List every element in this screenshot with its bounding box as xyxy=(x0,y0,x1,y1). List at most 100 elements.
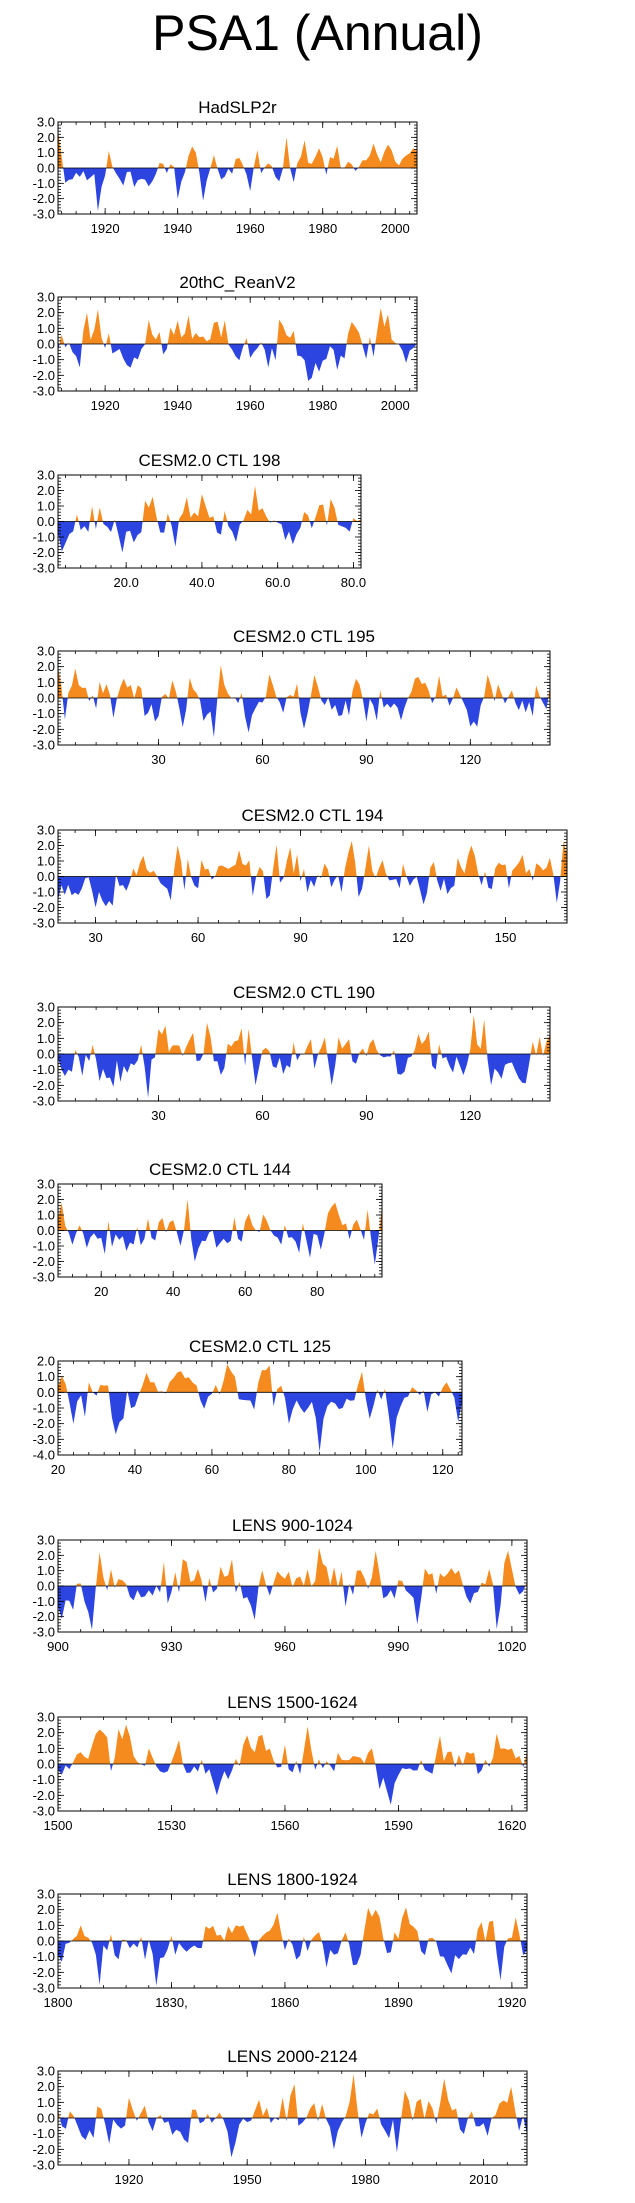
y-tick-label: 3.0 xyxy=(37,1887,55,1902)
y-tick-label: -2.0 xyxy=(33,191,55,206)
chart-panel-4: CESM2.0 CTL 195 3.02.01.00.0-1.0-2.0-3.0 3… xyxy=(33,627,551,767)
negative-anomaly-area xyxy=(58,521,353,553)
chart-panel-6: CESM2.0 CTL 190 3.02.01.00.0-1.0-2.0-3.0 3… xyxy=(33,983,551,1123)
y-tick-label: 3.0 xyxy=(37,1177,55,1192)
x-tick-label: 1620 xyxy=(497,1818,526,1833)
x-tick-label: 60 xyxy=(255,752,269,767)
y-tick-label: 0.0 xyxy=(37,1047,55,1062)
x-tick-label: 30 xyxy=(151,752,165,767)
y-tick-label: -1.0 xyxy=(33,885,55,900)
y-tick-label: -3.0 xyxy=(33,1432,55,1447)
y-tick-label: -1.0 xyxy=(33,1062,55,1077)
x-tick-label: 1950 xyxy=(233,2172,262,2187)
x-tick-label: 120 xyxy=(459,1108,481,1123)
x-tick-label: 30 xyxy=(151,1108,165,1123)
y-tick-label: 1.0 xyxy=(37,1031,55,1046)
y-tick-label: 1.0 xyxy=(37,1741,55,1756)
panel-title: CESM2.0 CTL 125 xyxy=(189,1337,331,1356)
y-tick-label: 2.0 xyxy=(37,659,55,674)
x-tick-label: 60 xyxy=(191,930,205,945)
negative-anomaly-area xyxy=(58,1054,544,1098)
positive-anomaly-area xyxy=(59,308,417,344)
panel-title: LENS 1500-1624 xyxy=(227,1693,357,1712)
y-tick-label: -2.0 xyxy=(33,722,55,737)
y-tick-label: -3.0 xyxy=(33,738,55,753)
chart-panel-5: CESM2.0 CTL 194 3.02.01.00.0-1.0-2.0-3.0 3… xyxy=(33,806,568,945)
x-tick-label: 80 xyxy=(282,1462,296,1477)
y-tick-label: 0.0 xyxy=(37,869,55,884)
chart-panel-11: LENS 1800-19243.02.01.00.0-1.0-2.0-3.018… xyxy=(33,1870,528,2010)
x-tick-label: 60 xyxy=(255,1108,269,1123)
x-tick-label: 1830, xyxy=(155,1995,188,2010)
y-tick-label: 2.0 xyxy=(37,130,55,145)
x-tick-label: 120 xyxy=(392,930,414,945)
x-tick-label: 90 xyxy=(293,930,307,945)
y-tick-label: 0.0 xyxy=(37,514,55,529)
x-tick-label: 1020 xyxy=(497,1639,526,1654)
y-tick-label: 1.0 xyxy=(37,499,55,514)
y-tick-label: -2.0 xyxy=(33,545,55,560)
y-tick-label: 1.0 xyxy=(37,2095,55,2110)
panel-title: LENS 1800-1924 xyxy=(227,1870,357,1889)
negative-anomaly-area xyxy=(58,1764,524,1805)
x-tick-label: 40 xyxy=(166,1284,180,1299)
x-tick-label: 1960 xyxy=(236,398,265,413)
y-tick-label: -2.0 xyxy=(33,1078,55,1093)
x-tick-label: 30 xyxy=(88,930,102,945)
y-tick-label: 1.0 xyxy=(37,1563,55,1578)
x-tick-label: 60.0 xyxy=(265,575,290,590)
y-tick-label: 2.0 xyxy=(37,838,55,853)
y-tick-label: -1.0 xyxy=(33,1594,55,1609)
y-tick-label: -3.0 xyxy=(33,561,55,576)
x-tick-label: 20 xyxy=(94,1284,108,1299)
panel-title: 20thC_ReanV2 xyxy=(179,273,295,292)
x-tick-label: 930 xyxy=(161,1639,183,1654)
positive-anomaly-area xyxy=(58,1199,382,1231)
chart-panel-1: HadSLP2r 3.02.01.00.0-1.0-2.0-3.0 1920 1940… xyxy=(33,98,418,236)
y-tick-label: -1.0 xyxy=(33,1772,55,1787)
x-tick-label: 1920 xyxy=(114,2172,143,2187)
x-tick-label: 150 xyxy=(495,930,517,945)
y-tick-label: -3.0 xyxy=(33,1270,55,1285)
x-tick-label: 1500 xyxy=(44,1818,73,1833)
y-tick-label: 1.0 xyxy=(37,145,55,160)
y-tick-label: -3.0 xyxy=(33,1094,55,1109)
x-tick-label: 20 xyxy=(51,1462,65,1477)
x-tick-label: 80.0 xyxy=(341,575,366,590)
y-tick-label: 2.0 xyxy=(37,483,55,498)
x-tick-label: 2010 xyxy=(469,2172,498,2187)
y-tick-label: -3.0 xyxy=(33,916,55,931)
chart-panel-3: CESM2.0 CTL 198 3.02.01.00.0-1.0-2.0-3.0 2… xyxy=(33,451,366,590)
y-tick-label: 0.0 xyxy=(37,337,55,352)
y-tick-label: 3.0 xyxy=(37,1533,55,1548)
y-tick-label: 0.0 xyxy=(37,2111,55,2126)
x-tick-label: 1940 xyxy=(163,221,192,236)
positive-anomaly-area xyxy=(58,2074,524,2118)
y-tick-label: -1.0 xyxy=(33,1401,55,1416)
positive-anomaly-area xyxy=(58,1364,452,1393)
x-tick-label: 1980 xyxy=(308,221,337,236)
y-tick-label: 3.0 xyxy=(37,115,55,130)
x-tick-label: 960 xyxy=(274,1639,296,1654)
x-tick-label: 20.0 xyxy=(114,575,139,590)
y-tick-label: -2.0 xyxy=(33,1965,55,1980)
y-tick-label: 0.0 xyxy=(37,1579,55,1594)
y-tick-label: -1.0 xyxy=(33,1239,55,1254)
x-tick-label: 100 xyxy=(355,1462,377,1477)
negative-anomaly-area xyxy=(67,1392,463,1452)
panel-title: HadSLP2r xyxy=(198,98,277,117)
y-tick-label: 3.0 xyxy=(37,468,55,483)
x-tick-label: 990 xyxy=(388,1639,410,1654)
y-tick-label: -2.0 xyxy=(33,900,55,915)
y-tick-label: -2.0 xyxy=(33,2142,55,2157)
x-tick-label: 1860 xyxy=(270,1995,299,2010)
panel-title: CESM2.0 CTL 195 xyxy=(233,627,375,646)
chart-panel-8: CESM2.0 CTL 125 2.01.00.0-1.0-2.0-3.0-4.0… xyxy=(33,1337,463,1477)
y-tick-label: -1.0 xyxy=(33,176,55,191)
positive-anomaly-area xyxy=(115,840,568,877)
figure-title: PSA1 (Annual) xyxy=(152,5,483,61)
y-tick-label: 0.0 xyxy=(37,1385,55,1400)
positive-anomaly-area xyxy=(75,485,362,522)
chart-panel-10: LENS 1500-16243.02.01.00.0-1.0-2.0-3.015… xyxy=(33,1693,528,1833)
y-tick-label: 1.0 xyxy=(37,321,55,336)
